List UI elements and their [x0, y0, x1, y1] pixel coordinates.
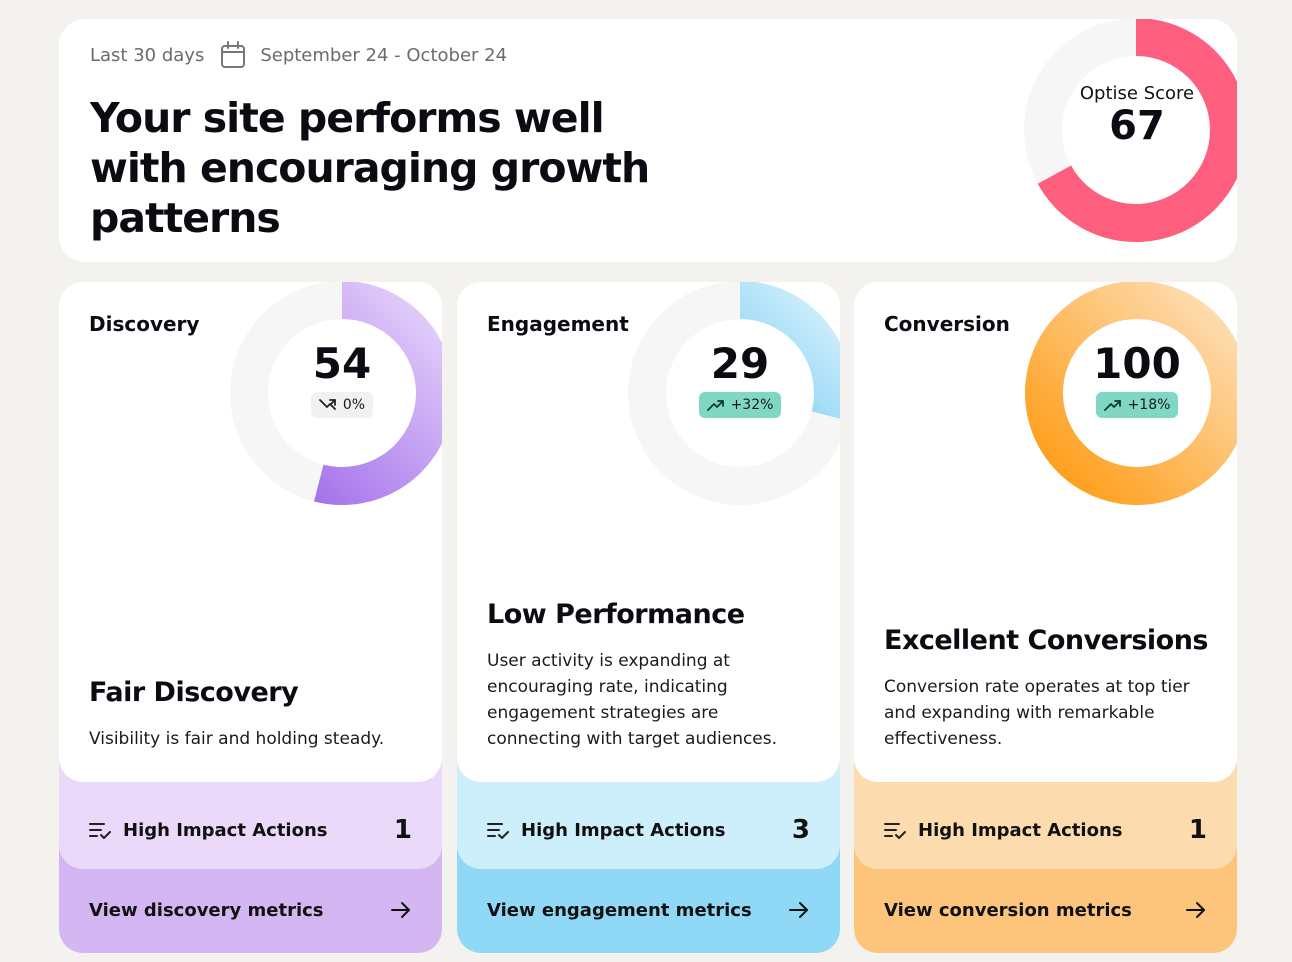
optise-score-ring	[1024, 19, 1237, 242]
card-body: Conversion 100 +18% Excellent Conversion…	[854, 282, 1237, 782]
status-description: Visibility is fair and holding steady.	[89, 729, 385, 749]
overview-header: Last 30 days September 24 - October 24 Y…	[59, 19, 1237, 262]
arrow-right-icon	[1186, 902, 1205, 918]
score-value: 29	[710, 339, 770, 388]
view-engagement-metrics-link[interactable]: View engagement metrics	[487, 895, 810, 925]
engagement-score-ring	[628, 282, 840, 505]
trend-badge: 0%	[310, 392, 374, 418]
trend-up-icon	[706, 400, 724, 411]
link-label: View engagement metrics	[487, 899, 752, 921]
status-title: Low Performance	[487, 599, 745, 630]
actions-count: 1	[1188, 815, 1207, 845]
date-range-selector[interactable]: Last 30 days September 24 - October 24	[90, 41, 508, 69]
optise-score-arc	[1024, 19, 1237, 242]
engagement-score-arc	[628, 282, 840, 505]
high-impact-actions-row[interactable]: High Impact Actions 1	[89, 815, 412, 845]
actions-label: High Impact Actions	[918, 819, 1123, 841]
calendar-icon[interactable]	[220, 41, 246, 69]
period-label: Last 30 days	[90, 44, 205, 66]
score-block: 100 +18%	[1062, 340, 1212, 418]
view-discovery-metrics-link[interactable]: View discovery metrics	[89, 895, 412, 925]
arrow-right-icon	[789, 902, 808, 918]
status-title: Fair Discovery	[89, 677, 299, 708]
discovery-card: Discovery 54 0% Fair Discovery Visib	[59, 282, 442, 953]
actions-label: High Impact Actions	[123, 819, 328, 841]
actions-count: 3	[791, 815, 810, 845]
score-value: 100	[1093, 339, 1181, 388]
link-label: View conversion metrics	[884, 899, 1132, 921]
score-value: 54	[312, 339, 372, 388]
status-description: Conversion rate operates at top tier and…	[884, 677, 1190, 749]
date-range-text: September 24 - October 24	[260, 44, 508, 66]
conversion-card: Conversion 100 +18% Excellent Conversion…	[854, 282, 1237, 953]
actions-count: 1	[393, 815, 412, 845]
trend-up-icon	[1103, 400, 1121, 411]
arrow-right-icon	[391, 902, 410, 918]
high-impact-actions-row[interactable]: High Impact Actions 3	[487, 815, 810, 845]
optise-score-label: Optise Score	[1079, 83, 1195, 104]
list-check-icon	[89, 823, 111, 839]
optise-score-value: 67	[1109, 103, 1165, 149]
list-check-icon	[884, 823, 906, 839]
card-body: Engagement 29 +32% Low Performance User …	[457, 282, 840, 782]
view-conversion-metrics-link[interactable]: View conversion metrics	[884, 895, 1207, 925]
engagement-card: Engagement 29 +32% Low Performance User …	[457, 282, 840, 953]
trend-value: 0%	[342, 397, 366, 413]
score-block: 54 0%	[267, 340, 417, 418]
score-block: 29 +32%	[665, 340, 815, 418]
status-title: Excellent Conversions	[884, 625, 1209, 656]
high-impact-actions-row[interactable]: High Impact Actions 1	[884, 815, 1207, 845]
card-title: Conversion	[884, 312, 1010, 336]
trend-badge: +18%	[1095, 392, 1179, 418]
actions-label: High Impact Actions	[521, 819, 726, 841]
trend-badge: +32%	[698, 392, 782, 418]
trend-value: +32%	[730, 397, 774, 413]
conversion-score-arc	[1025, 282, 1237, 505]
discovery-score-arc	[230, 282, 442, 505]
page-headline: Your site performs well with encouraging…	[90, 94, 650, 242]
card-title: Discovery	[89, 312, 200, 336]
list-check-icon	[487, 823, 509, 839]
discovery-score-ring	[230, 282, 442, 505]
card-title: Engagement	[487, 312, 629, 336]
optise-score: Optise Score 67	[1062, 83, 1212, 148]
trend-value: +18%	[1127, 397, 1171, 413]
link-label: View discovery metrics	[89, 899, 324, 921]
conversion-score-ring	[1025, 282, 1237, 505]
card-body: Discovery 54 0% Fair Discovery Visib	[59, 282, 442, 782]
status-description: User activity is expanding at encouragin…	[487, 651, 778, 749]
shuffle-trend-icon	[318, 399, 336, 410]
